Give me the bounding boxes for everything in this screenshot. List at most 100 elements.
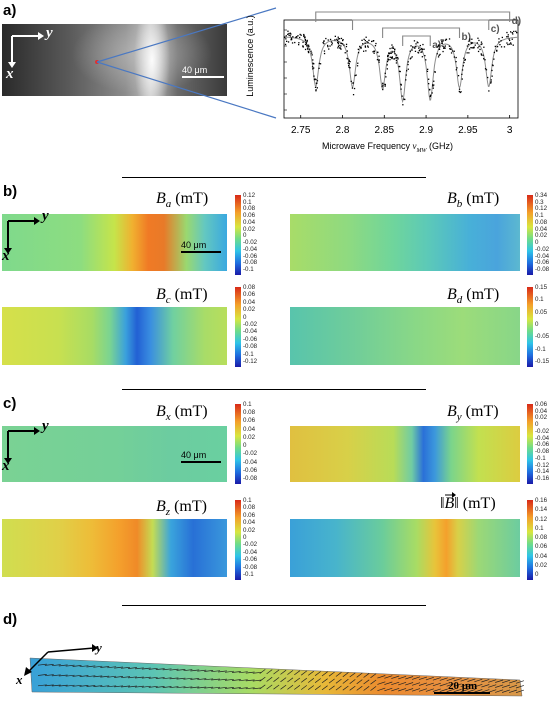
spectrum-data-point [429,89,431,91]
title-Ba: Ba (mT) [156,190,208,210]
field-vector-arrow [474,678,483,683]
spectrum-data-point [412,46,414,48]
title-Ba-unit: (mT) [171,190,209,207]
spectrum-data-point [387,58,389,60]
field-vector-arrow [141,685,151,688]
field-vector-arrow [280,677,287,683]
field-vector-arrow [481,679,490,683]
spectrum-data-point [409,50,411,52]
spectrum-data-point [422,43,424,46]
spectrum-data-point [491,75,493,77]
field-vector-arrow [183,677,193,680]
field-vector-arrow [224,678,234,681]
spectrum-data-point [334,35,336,37]
spectrum-data-point [389,47,391,50]
field-vector-arrow [176,686,186,689]
field-vector-arrow [245,671,255,674]
map-Ba-scalebar: 40 μm [181,240,221,253]
field-vector-arrow [411,682,421,686]
spectrum-data-point [418,47,420,49]
field-vector-arrow [488,679,497,683]
spectrum-data-point [368,39,370,41]
spectrum-data-point [302,41,304,43]
spectrum-data-point [340,45,342,47]
field-vector-arrow [51,664,61,667]
colorbar-tick-label: -0.06 [535,259,550,267]
spectrum-data-point [399,70,401,73]
field-vector-arrow [425,676,434,681]
field-vector-arrow [425,682,434,686]
title-Bd-sub: d [456,294,463,307]
spectrum-data-point [450,52,453,54]
spectrum-data-point [337,36,339,38]
spectrum-data-point [437,56,440,58]
field-vector-arrow [314,671,321,676]
spectrum-data-point [304,36,306,38]
dip-pair-bracket [402,35,431,46]
spectrum-data-point [429,95,431,97]
spectrum-data-point [313,75,315,77]
field-vector-arrow [495,689,504,693]
spectrum-data-point [393,58,396,60]
map-Bd [290,307,520,365]
spectrum-data-point [470,47,472,49]
field-vector-arrow [300,677,308,683]
field-vector-arrow [273,684,280,690]
spectrum-data-point [390,56,393,59]
spectrum-data-point [365,36,367,38]
field-vector-arrow [294,670,301,676]
field-vector-arrow [176,677,186,680]
spectrum-data-point [394,49,396,51]
spectrum-data-point [458,90,460,93]
field-vector-arrow [121,666,131,669]
field-vector-arrow [481,684,490,688]
spectrum-data-point [480,41,483,43]
spectrum-data-point [480,43,482,46]
spectrum-data-point [499,44,501,46]
spectrum-data-point [473,46,475,48]
spectrum-data-point [513,30,515,33]
spectrum-data-point [319,63,322,65]
field-vector-arrow [370,679,377,685]
field-vector-arrow [349,679,356,684]
field-vector-arrow [280,669,287,675]
spectrum-data-point [315,90,317,92]
field-vector-arrow [134,685,144,688]
spectrum-data-point [407,61,409,63]
field-vector-arrow [211,678,221,681]
field-vector-arrow [460,683,469,687]
colorbar-tick-label: 0.02 [535,414,548,422]
spectrum-data-point [472,46,475,49]
field-vector-arrow [307,670,315,676]
title-Bx: Bx (mT) [156,403,208,423]
spectrum-data-point [307,51,310,54]
field-vector-arrow [363,686,370,691]
title-Bc-sub: c [165,294,171,307]
spectrum-data-point [329,45,331,47]
spectrum-data-point [357,62,359,64]
title-Bnorm: ‖B ‖ (mT) [440,492,496,513]
colorbar-tick-label: -0.02 [535,245,550,253]
spectrum-data-point [437,46,439,48]
spectrum-data-point [353,87,356,90]
spectrum-data-point [416,41,418,43]
spectrum-data-point [303,35,305,37]
spectrum-data-point [439,53,441,56]
colorbar-tick-label: 0.12 [243,192,256,199]
field-vector-arrow [162,677,172,680]
field-vector-arrow [405,688,414,692]
spectrum-data-point [471,38,473,40]
field-vector-arrow [418,682,428,686]
spectrum-data-point [506,31,508,34]
field-vector-arrow [155,668,165,670]
title-Ba-sub: a [165,198,172,211]
colorbar-tick-label: 0.04 [535,225,548,233]
spectrum-data-point [395,54,398,56]
field-vector-arrow [169,677,179,680]
spectrum-data-point [382,88,384,91]
spectrum-data-point [496,46,499,48]
spectrum-data-point [382,84,384,86]
spectrum-data-point [453,50,455,52]
colorbar-tick-label: -0.04 [535,434,550,442]
spectrum-data-point [391,47,393,49]
